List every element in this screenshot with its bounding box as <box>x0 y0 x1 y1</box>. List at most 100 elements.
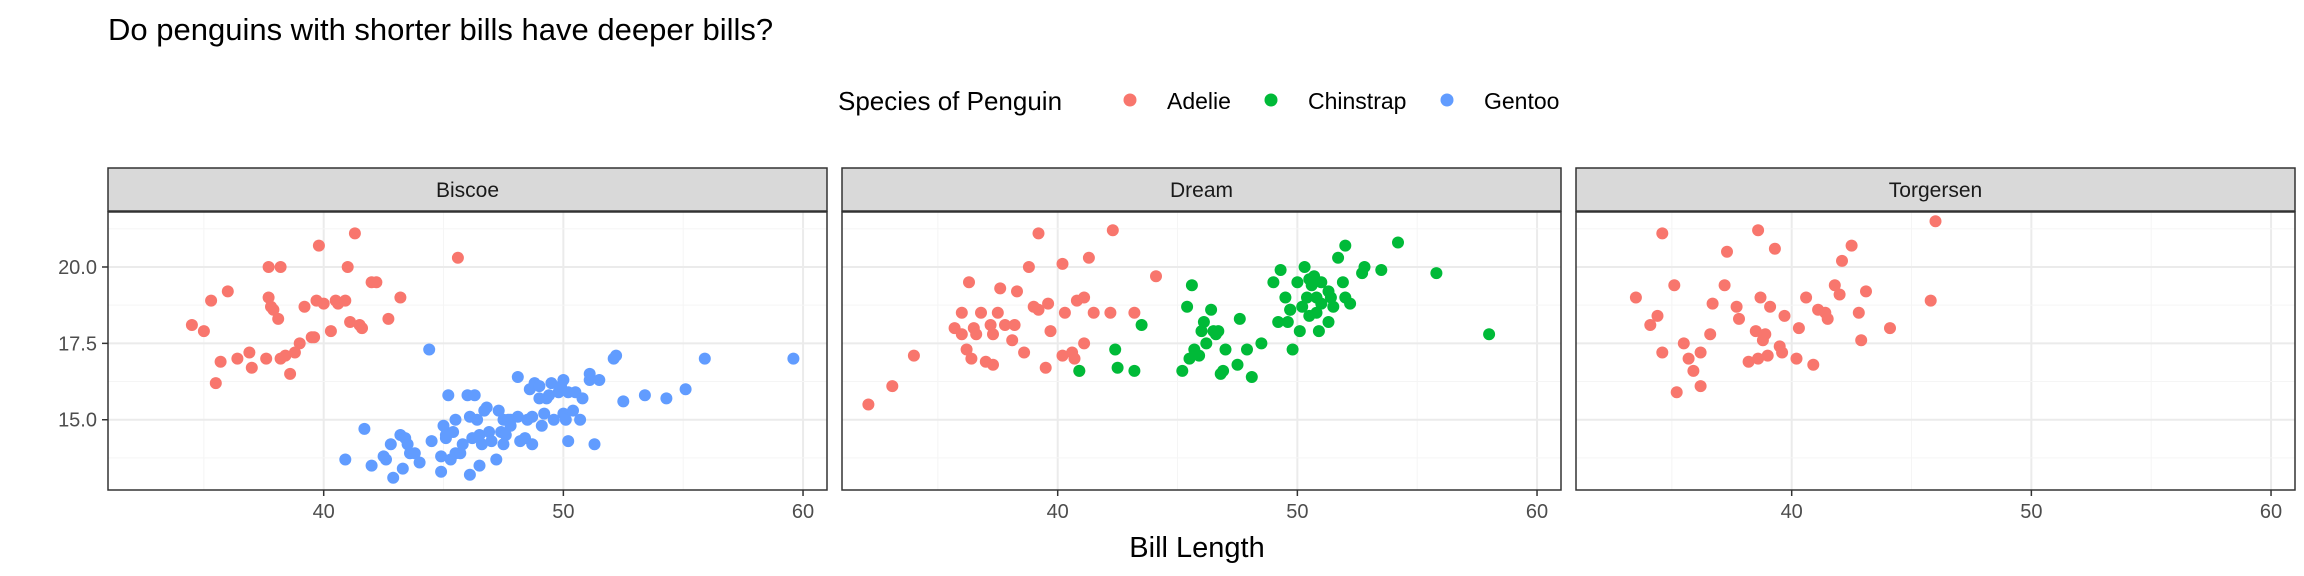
point-chinstrap <box>1310 306 1323 319</box>
point-adelie <box>1704 328 1717 341</box>
point-chinstrap <box>1219 343 1232 356</box>
point-adelie <box>260 352 273 365</box>
facet-strip-dream <box>841 167 1562 212</box>
legend: Species of Penguin Adelie Chinstrap Gentoo <box>838 86 1559 116</box>
point-adelie <box>1656 227 1669 240</box>
point-adelie <box>1087 306 1100 319</box>
chart-title: Do penguins with shorter bills have deep… <box>108 12 773 47</box>
point-adelie <box>1764 300 1777 313</box>
point-adelie <box>1852 306 1865 319</box>
point-gentoo <box>485 435 498 448</box>
point-adelie <box>1742 355 1755 368</box>
series-adelie-torgersen <box>1629 215 1942 399</box>
point-adelie <box>1694 346 1707 359</box>
point-gentoo <box>380 453 392 466</box>
point-adelie <box>293 337 306 350</box>
point-adelie <box>1032 303 1045 316</box>
point-gentoo <box>660 392 673 405</box>
point-gentoo <box>423 343 436 356</box>
point-chinstrap <box>1200 337 1213 350</box>
point-gentoo <box>408 447 421 460</box>
point-adelie <box>1078 291 1091 304</box>
point-chinstrap <box>1109 343 1122 356</box>
point-gentoo <box>475 438 488 451</box>
point-adelie <box>267 303 280 316</box>
point-chinstrap <box>1073 364 1086 377</box>
plot-area-biscoe <box>108 212 827 490</box>
point-adelie <box>1687 364 1700 377</box>
point-adelie <box>965 352 978 365</box>
point-gentoo <box>679 383 692 396</box>
point-gentoo <box>526 438 539 451</box>
point-gentoo <box>499 429 512 441</box>
point-adelie <box>1924 294 1937 307</box>
point-gentoo <box>574 413 587 426</box>
point-adelie <box>1629 291 1642 304</box>
point-chinstrap <box>1111 361 1124 374</box>
point-gentoo <box>425 435 438 448</box>
point-gentoo <box>526 410 539 423</box>
point-gentoo <box>358 422 371 435</box>
point-adelie <box>209 377 222 390</box>
point-chinstrap <box>1212 325 1225 338</box>
y-tick-label: 17.5 <box>58 333 97 355</box>
point-adelie <box>1833 288 1846 301</box>
point-adelie <box>987 358 999 371</box>
point-gentoo <box>468 389 481 402</box>
point-adelie <box>1058 306 1071 319</box>
x-tick-label: 50 <box>1286 501 1308 523</box>
point-adelie <box>1068 352 1081 365</box>
facet-label-biscoe: Biscoe <box>436 179 499 202</box>
point-chinstrap <box>1279 291 1292 304</box>
point-chinstrap <box>1286 343 1299 356</box>
x-tick-label: 60 <box>1526 501 1548 523</box>
series-chinstrap-dream <box>1073 236 1496 383</box>
facet-label-torgersen: Torgersen <box>1889 179 1982 202</box>
point-chinstrap <box>1245 371 1258 383</box>
point-gentoo <box>437 419 450 432</box>
point-chinstrap <box>1128 364 1141 377</box>
point-gentoo <box>413 456 426 469</box>
point-adelie <box>1082 251 1095 264</box>
point-gentoo <box>435 465 448 478</box>
point-adelie <box>279 349 292 362</box>
point-chinstrap <box>1375 264 1388 276</box>
point-adelie <box>907 349 920 362</box>
point-adelie <box>1644 319 1657 331</box>
point-adelie <box>344 316 357 328</box>
point-chinstrap <box>1303 273 1316 286</box>
legend-item-chinstrap: Chinstrap <box>1264 88 1406 114</box>
point-gentoo <box>562 386 575 399</box>
point-gentoo <box>401 438 414 451</box>
point-adelie <box>197 325 210 338</box>
point-adelie <box>185 319 198 331</box>
point-gentoo <box>497 438 510 451</box>
point-adelie <box>1759 328 1772 341</box>
point-chinstrap <box>1291 276 1304 289</box>
point-adelie <box>1754 291 1767 304</box>
point-gentoo <box>439 432 452 445</box>
point-adelie <box>1792 322 1805 335</box>
facet-label-dream: Dream <box>1170 179 1233 202</box>
point-adelie <box>1032 227 1045 240</box>
point-adelie <box>1855 334 1868 347</box>
point-gentoo <box>463 410 476 423</box>
series-gentoo-biscoe <box>339 343 800 484</box>
point-adelie <box>1656 346 1669 359</box>
point-adelie <box>1056 257 1069 270</box>
point-gentoo <box>698 352 711 365</box>
point-gentoo <box>557 374 570 386</box>
panel-dream: Dream 40 50 60 <box>841 167 1562 523</box>
point-adelie <box>451 251 464 264</box>
point-adelie <box>1836 254 1848 267</box>
point-gentoo <box>490 453 503 466</box>
point-chinstrap <box>1281 316 1294 328</box>
legend-title: Species of Penguin <box>838 86 1062 116</box>
point-adelie <box>1790 352 1803 365</box>
point-chinstrap <box>1181 300 1194 313</box>
point-chinstrap <box>1176 364 1189 377</box>
point-chinstrap <box>1344 297 1357 310</box>
plot-area-torgersen <box>1576 212 2295 490</box>
point-chinstrap <box>1274 264 1287 276</box>
